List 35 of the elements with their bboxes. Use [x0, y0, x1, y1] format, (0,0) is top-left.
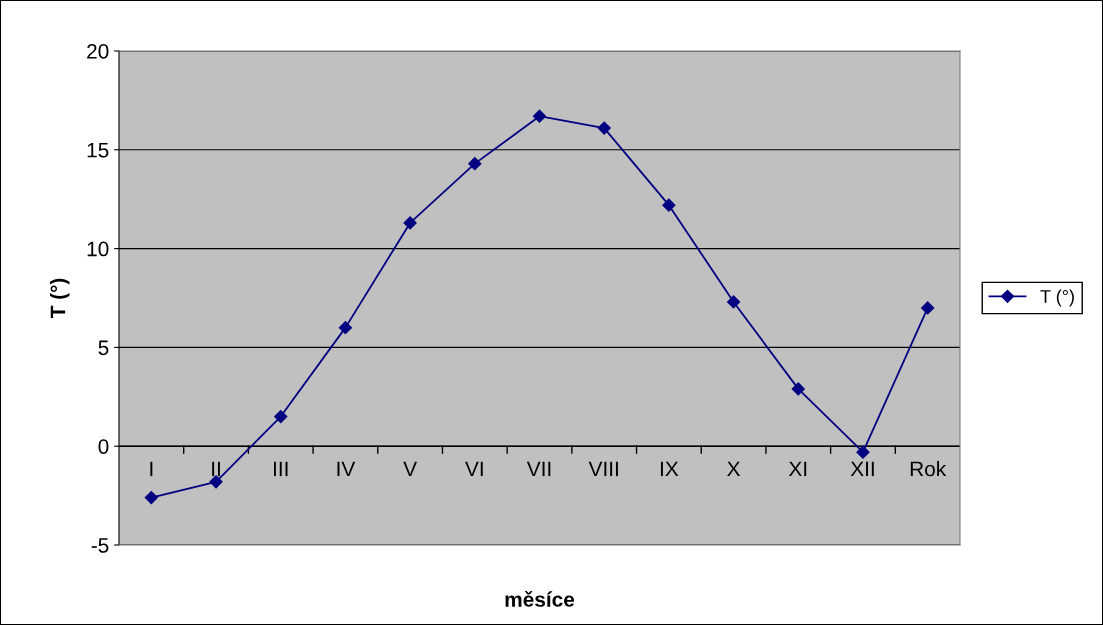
point [921, 301, 935, 315]
point [856, 445, 870, 459]
x-tick-label: XII [850, 461, 874, 477]
x-tick-label: I [150, 461, 153, 477]
point [209, 475, 223, 489]
x-tick-label: III [273, 461, 288, 477]
x-tick-label: IV [337, 461, 356, 477]
x-tick-label: VIII [588, 461, 618, 477]
point [468, 157, 482, 171]
y-tick-label: -5 [91, 538, 109, 553]
point [662, 198, 676, 212]
x-axis-title: měsíce [505, 591, 575, 607]
y-tick-label: 0 [98, 439, 109, 454]
point [726, 295, 741, 309]
point [274, 409, 288, 424]
x-tick-label: X [727, 461, 741, 477]
x-tick-label: XI [788, 461, 807, 477]
point [338, 321, 353, 335]
legend-label: T (°) [1040, 289, 1074, 307]
y-tick-label: 5 [98, 340, 109, 356]
point [144, 490, 158, 505]
x-tick-label: VII [526, 461, 551, 477]
x-tick-label: Rok [910, 461, 947, 477]
x-tick-label: IX [660, 461, 679, 477]
x-tick-label: VI [465, 461, 483, 477]
x-tick-label: II [212, 461, 220, 477]
y-tick-label: 15 [87, 143, 109, 158]
point [791, 382, 805, 396]
y-tick-label: 10 [87, 241, 109, 257]
point [597, 121, 611, 135]
point [403, 216, 417, 230]
y-axis-title: T (°) [50, 278, 70, 319]
x-tick-label: V [403, 461, 417, 477]
point [532, 109, 547, 123]
y-tick-label: 20 [87, 44, 109, 59]
